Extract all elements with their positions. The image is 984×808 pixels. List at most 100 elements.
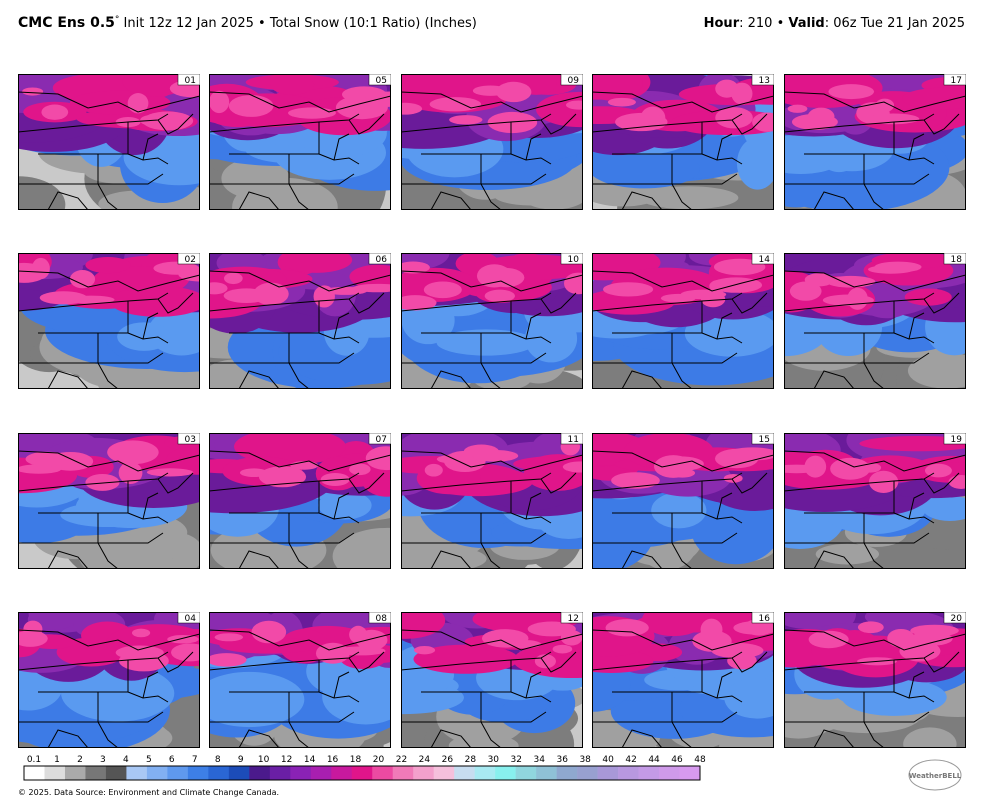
panel-label: 20 — [951, 614, 963, 624]
snow-area — [592, 148, 700, 189]
snow-area — [41, 104, 69, 120]
panel: 02 — [18, 253, 200, 389]
border — [893, 332, 935, 344]
border — [401, 450, 583, 472]
border — [863, 513, 930, 544]
snow-area — [318, 491, 372, 520]
border — [621, 729, 663, 748]
border — [923, 472, 960, 494]
border — [401, 721, 502, 748]
border — [209, 270, 391, 292]
colorbar-swatch — [290, 766, 312, 780]
border — [480, 513, 547, 544]
snow-area — [253, 282, 289, 306]
border — [401, 183, 502, 210]
panel-label: 11 — [568, 435, 579, 445]
snow-area — [401, 545, 487, 569]
snow-area — [448, 734, 519, 748]
border — [18, 542, 119, 569]
label-box — [560, 253, 583, 265]
border — [401, 300, 512, 312]
colorbar-label: 34 — [534, 755, 546, 765]
border — [540, 113, 577, 135]
snow-area — [472, 449, 519, 462]
border — [716, 492, 733, 520]
border — [127, 153, 169, 165]
border — [333, 492, 350, 520]
border — [731, 472, 768, 494]
border — [592, 629, 774, 651]
panel-label: 14 — [759, 255, 771, 265]
label-box — [560, 612, 583, 624]
border — [401, 659, 512, 671]
border — [97, 513, 164, 544]
snow-area — [692, 630, 732, 652]
panel: 10 — [401, 253, 583, 389]
border — [209, 121, 320, 133]
snow-area — [496, 81, 532, 103]
border — [671, 154, 738, 185]
snow-area — [791, 113, 838, 131]
panel: 12 — [401, 612, 583, 748]
colorbar-swatch — [597, 766, 619, 780]
panel-label: 12 — [568, 614, 579, 624]
colorbar-frame — [23, 765, 701, 781]
colorbar-label: 22 — [396, 755, 407, 765]
border — [592, 721, 693, 748]
border — [288, 154, 355, 185]
border — [784, 629, 966, 651]
label-box — [943, 612, 966, 624]
degree: ° — [115, 15, 120, 25]
colorbar-swatch — [372, 766, 394, 780]
border — [238, 729, 280, 748]
snow-area — [270, 75, 315, 95]
label-box — [943, 253, 966, 265]
border — [157, 651, 194, 673]
snow-area — [736, 137, 774, 190]
border — [401, 270, 583, 292]
panel-frame — [401, 612, 583, 748]
label-box — [177, 433, 200, 445]
panel: 17 — [784, 74, 966, 210]
panel-label: 08 — [376, 614, 388, 624]
border — [97, 154, 164, 185]
colorbar-label: 5 — [146, 755, 152, 765]
panel: 04 — [18, 612, 200, 748]
border — [731, 651, 768, 673]
colorbar-label: 48 — [694, 755, 706, 765]
border — [238, 550, 280, 569]
snow-area — [828, 84, 875, 100]
colorbar-label: 7 — [192, 755, 198, 765]
panel-label: 07 — [376, 435, 387, 445]
border — [18, 183, 119, 210]
border — [430, 729, 472, 748]
panel-frame — [592, 612, 774, 748]
border — [127, 691, 169, 703]
hour-value: : 210 • — [739, 16, 788, 31]
border — [209, 91, 391, 113]
border — [157, 292, 194, 314]
border — [157, 472, 194, 494]
panel-frame — [592, 74, 774, 210]
border — [333, 671, 350, 699]
panel-label: 10 — [568, 255, 580, 265]
border — [701, 153, 743, 165]
border — [784, 91, 966, 113]
border — [784, 659, 895, 671]
border — [209, 659, 320, 671]
snow-area — [171, 643, 200, 662]
snow-area — [209, 653, 247, 667]
border — [863, 154, 930, 185]
border — [142, 312, 159, 340]
border — [863, 333, 930, 364]
border — [592, 362, 693, 389]
snow-area — [565, 100, 583, 110]
colorbar-label: 30 — [488, 755, 500, 765]
colorbar-label: 42 — [625, 755, 636, 765]
border — [540, 651, 577, 673]
border — [784, 121, 895, 133]
border — [813, 191, 855, 210]
border — [784, 721, 885, 748]
colorbar-label: 0.1 — [27, 755, 41, 765]
border — [893, 512, 935, 524]
